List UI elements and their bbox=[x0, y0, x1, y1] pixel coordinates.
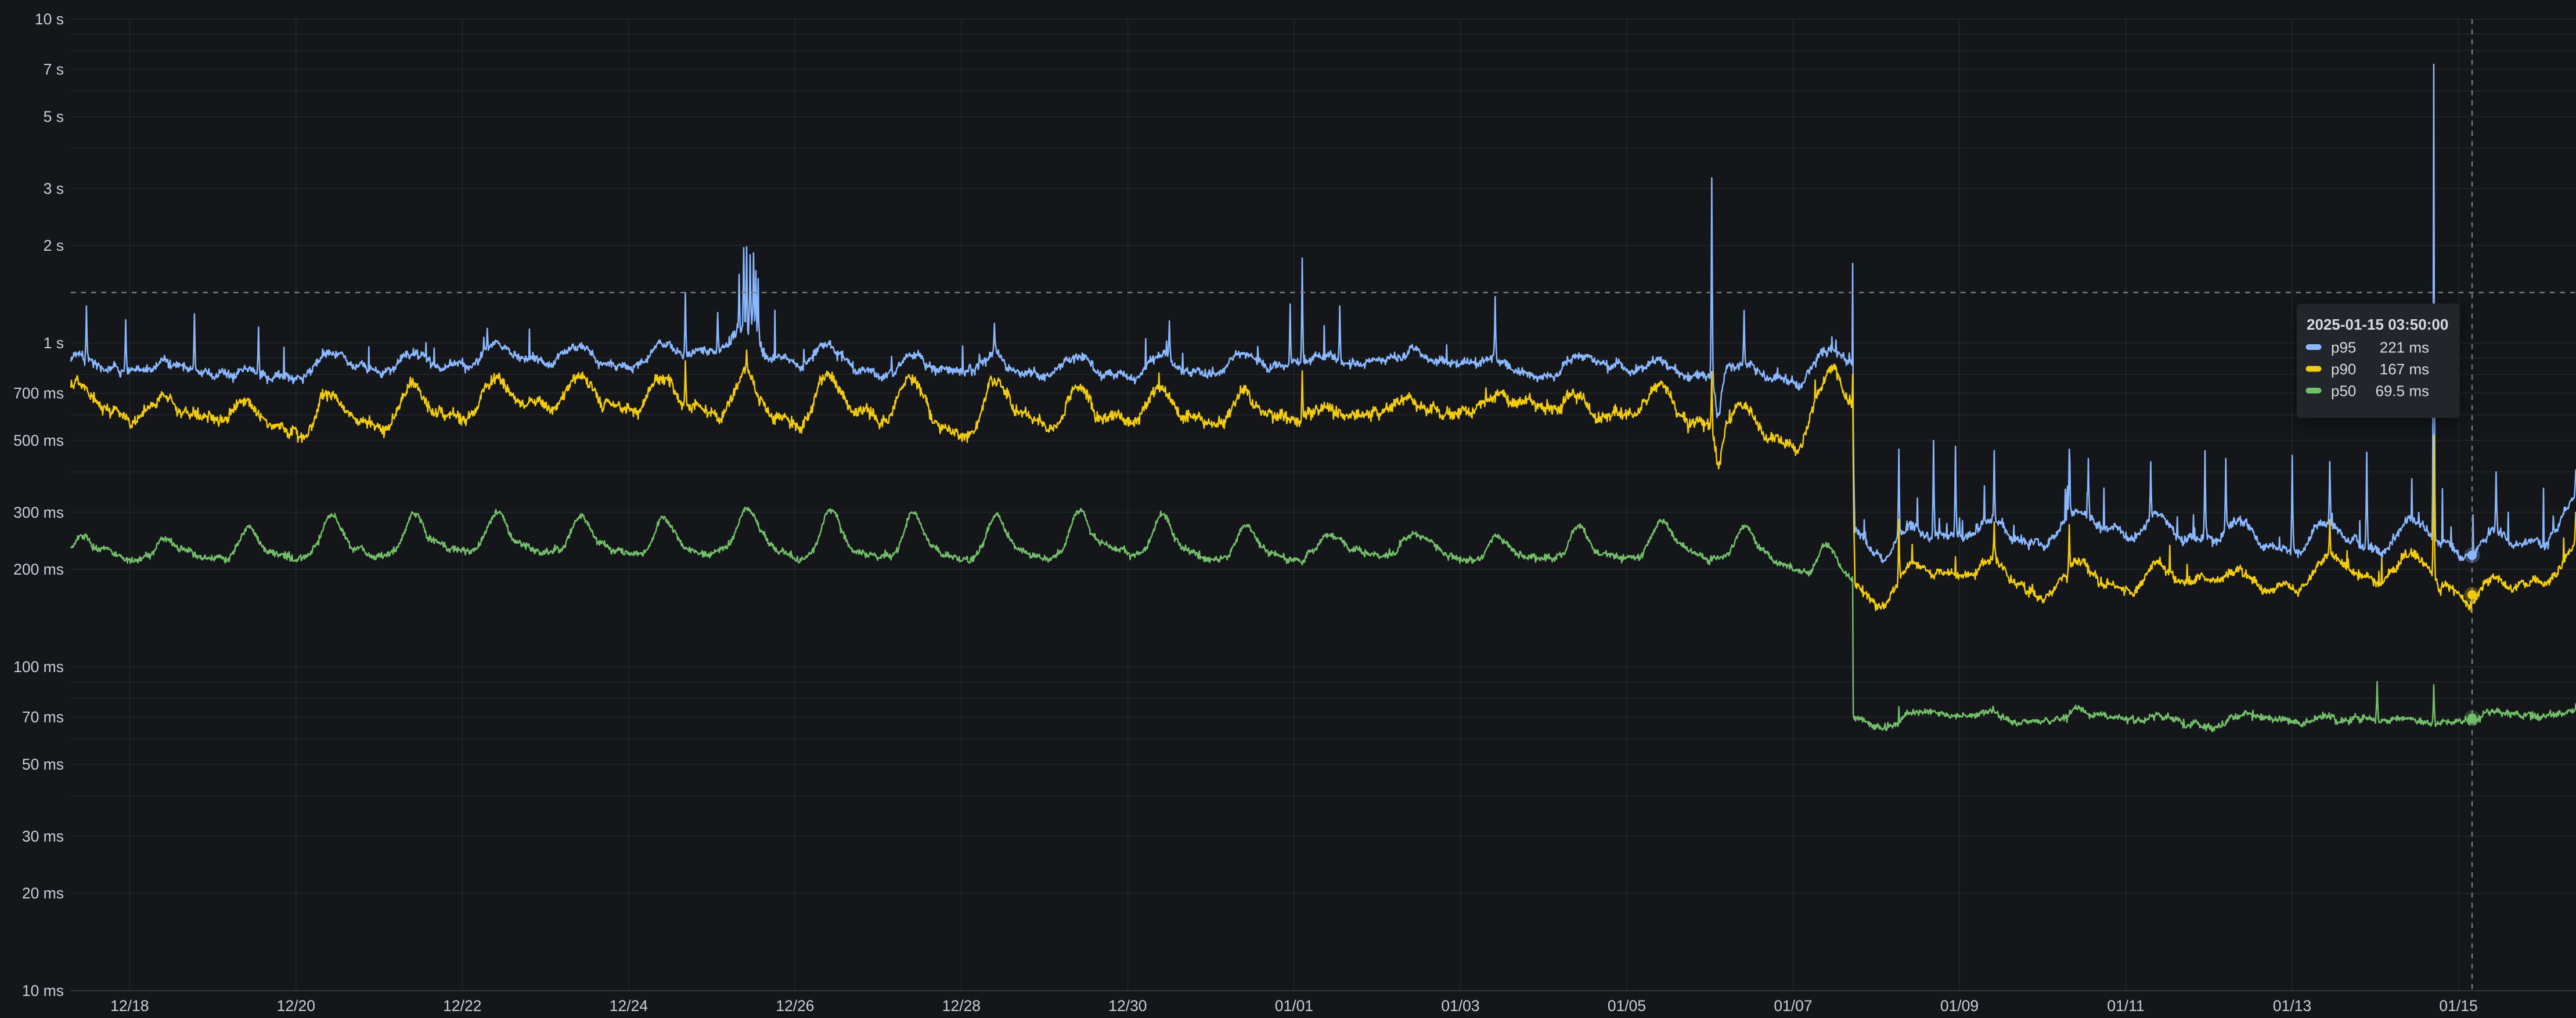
svg-text:p90: p90 bbox=[2331, 360, 2356, 378]
svg-text:p95: p95 bbox=[2331, 339, 2356, 356]
svg-text:01/03: 01/03 bbox=[1441, 997, 1479, 1015]
svg-text:01/13: 01/13 bbox=[2273, 997, 2311, 1015]
svg-text:12/20: 12/20 bbox=[277, 997, 315, 1015]
svg-text:1 s: 1 s bbox=[44, 334, 64, 352]
svg-text:3 s: 3 s bbox=[44, 180, 64, 197]
svg-text:5 s: 5 s bbox=[44, 108, 64, 125]
svg-text:700 ms: 700 ms bbox=[13, 384, 64, 402]
svg-text:01/15: 01/15 bbox=[2439, 997, 2477, 1015]
svg-text:69.5 ms: 69.5 ms bbox=[2376, 382, 2430, 400]
svg-text:p50: p50 bbox=[2331, 382, 2356, 400]
svg-text:167 ms: 167 ms bbox=[2380, 360, 2429, 378]
svg-text:20 ms: 20 ms bbox=[22, 885, 64, 902]
svg-text:2 s: 2 s bbox=[44, 237, 64, 254]
svg-text:10 ms: 10 ms bbox=[22, 982, 64, 999]
svg-text:01/05: 01/05 bbox=[1608, 997, 1646, 1015]
svg-text:221 ms: 221 ms bbox=[2380, 339, 2429, 356]
svg-text:500 ms: 500 ms bbox=[13, 432, 64, 449]
svg-text:2025-01-15 03:50:00: 2025-01-15 03:50:00 bbox=[2307, 316, 2448, 333]
svg-text:01/09: 01/09 bbox=[1940, 997, 1979, 1015]
svg-text:12/18: 12/18 bbox=[110, 997, 149, 1015]
svg-text:12/22: 12/22 bbox=[443, 997, 481, 1015]
svg-text:50 ms: 50 ms bbox=[22, 756, 64, 773]
svg-text:70 ms: 70 ms bbox=[22, 708, 64, 725]
svg-text:300 ms: 300 ms bbox=[13, 504, 64, 521]
svg-text:01/11: 01/11 bbox=[2107, 997, 2144, 1015]
svg-text:12/24: 12/24 bbox=[610, 997, 648, 1015]
svg-text:10 s: 10 s bbox=[35, 10, 64, 28]
svg-text:12/28: 12/28 bbox=[942, 997, 981, 1015]
svg-text:100 ms: 100 ms bbox=[13, 658, 64, 676]
svg-text:01/07: 01/07 bbox=[1774, 997, 1812, 1015]
svg-text:01/01: 01/01 bbox=[1275, 997, 1313, 1015]
svg-text:12/26: 12/26 bbox=[776, 997, 814, 1015]
svg-text:30 ms: 30 ms bbox=[22, 828, 64, 845]
svg-text:12/30: 12/30 bbox=[1108, 997, 1147, 1015]
svg-text:7 s: 7 s bbox=[44, 60, 64, 78]
svg-text:200 ms: 200 ms bbox=[13, 561, 64, 578]
